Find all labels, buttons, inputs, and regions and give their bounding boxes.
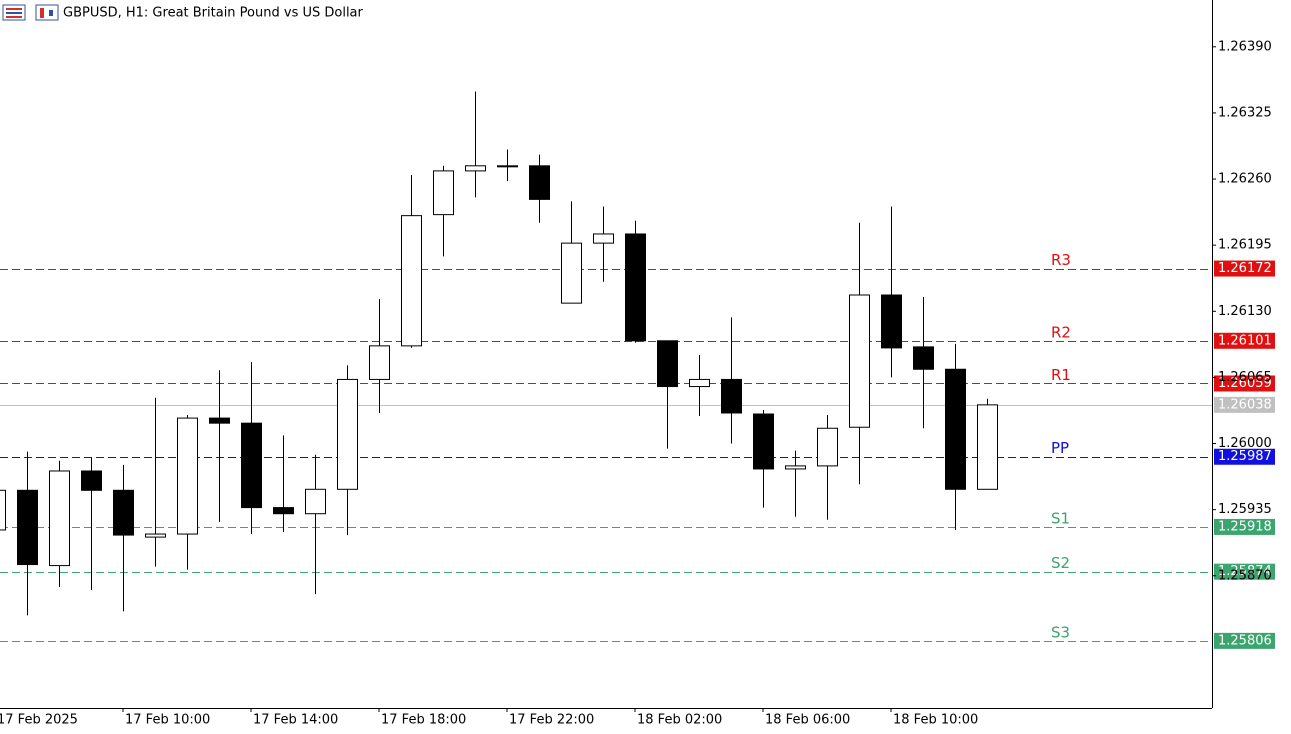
price-tag xyxy=(1214,632,1275,649)
y-tick-label: 1.26065 xyxy=(1218,370,1272,385)
pivot-name: S1 xyxy=(1051,509,1070,527)
price-tag-label: 1.25987 xyxy=(1218,449,1272,464)
candle-body xyxy=(785,465,806,470)
candle-body xyxy=(17,489,38,566)
candle-body xyxy=(337,378,358,490)
y-tick-label: 1.26130 xyxy=(1218,304,1272,319)
candle-body xyxy=(625,233,646,342)
x-tick-label: 18 Feb 02:00 xyxy=(637,713,722,728)
x-tick-label: 18 Feb 06:00 xyxy=(765,713,850,728)
price-tag-label: 1.26038 xyxy=(1218,397,1272,412)
candle-body xyxy=(241,422,262,509)
candle-body xyxy=(49,470,70,567)
price-tag xyxy=(1214,332,1275,349)
menu-icon[interactable] xyxy=(2,4,26,21)
candle-body xyxy=(0,489,6,531)
candle-body xyxy=(305,488,326,515)
price-tag xyxy=(1214,518,1275,535)
price-tag xyxy=(1214,563,1275,580)
pivot-name: PP xyxy=(1051,439,1069,457)
x-tick-label: 17 Feb 18:00 xyxy=(381,713,466,728)
candle-body xyxy=(913,346,934,370)
pivot-name: R3 xyxy=(1051,251,1071,269)
x-tick-label: 17 Feb 2025 xyxy=(0,713,78,728)
price-tag xyxy=(1214,448,1275,465)
pivot-name: S2 xyxy=(1051,554,1070,572)
candle-body xyxy=(433,170,454,216)
candle-body xyxy=(465,165,486,172)
candle-body xyxy=(753,413,774,470)
y-tick-label: 1.26390 xyxy=(1218,39,1272,54)
price-tag-label: 1.26059 xyxy=(1218,376,1272,391)
pivot-name: S3 xyxy=(1051,623,1070,641)
price-tag-label: 1.25874 xyxy=(1218,564,1272,579)
x-tick-label: 18 Feb 10:00 xyxy=(893,713,978,728)
candle-body xyxy=(81,470,102,491)
icon-frame xyxy=(35,4,59,21)
y-tick-label: 1.25935 xyxy=(1218,502,1272,517)
price-tag-label: 1.25918 xyxy=(1218,519,1272,534)
chart-title: GBPUSD, H1: Great Britain Pound vs US Do… xyxy=(63,6,364,21)
candle-body xyxy=(177,417,198,535)
price-tag xyxy=(1214,375,1275,392)
y-tick-label: 1.25870 xyxy=(1218,568,1272,583)
pivot-name: R1 xyxy=(1051,366,1071,384)
candle-body xyxy=(113,489,134,536)
y-tick-label: 1.26195 xyxy=(1218,238,1272,253)
candle-body xyxy=(977,404,998,490)
icon-line xyxy=(6,16,22,18)
candle-body xyxy=(273,507,294,515)
price-tag xyxy=(1214,260,1275,277)
icon-line xyxy=(6,8,22,10)
y-tick-label: 1.26325 xyxy=(1218,105,1272,120)
candle-body xyxy=(401,215,422,347)
chart-icon[interactable] xyxy=(35,4,59,21)
y-tick-label: 1.26260 xyxy=(1218,172,1272,187)
candle-body xyxy=(145,533,166,538)
candle-body xyxy=(593,233,614,244)
candle-body xyxy=(945,368,966,490)
x-tick-label: 17 Feb 22:00 xyxy=(509,713,594,728)
candle-body xyxy=(369,345,390,380)
candle-body xyxy=(497,165,518,168)
candle-body xyxy=(849,294,870,428)
price-tag xyxy=(1214,396,1275,413)
plot-area xyxy=(0,91,1212,642)
x-tick-label: 17 Feb 10:00 xyxy=(125,713,210,728)
price-tag-label: 1.26172 xyxy=(1218,261,1272,276)
pivot-name: R2 xyxy=(1051,323,1071,341)
candle-body xyxy=(209,417,230,424)
icon-bar xyxy=(40,8,44,18)
icon-line xyxy=(6,12,22,14)
candle-body xyxy=(689,378,710,388)
x-tick-label: 17 Feb 14:00 xyxy=(253,713,338,728)
candle-body xyxy=(561,242,582,304)
candle-body xyxy=(657,340,678,388)
candle-body xyxy=(721,378,742,414)
price-tag-label: 1.26101 xyxy=(1218,333,1272,348)
candle-body xyxy=(881,294,902,349)
candle-body xyxy=(817,427,838,467)
overlay: R3 1.26172 R2 1.26101 R1 1.26059 PP 1.25987 S1 1.… xyxy=(1051,251,1275,649)
candle-body xyxy=(529,165,550,200)
price-tag-label: 1.25806 xyxy=(1218,633,1272,648)
y-tick-label: 1.26000 xyxy=(1218,436,1272,451)
icon-bar xyxy=(49,10,53,16)
